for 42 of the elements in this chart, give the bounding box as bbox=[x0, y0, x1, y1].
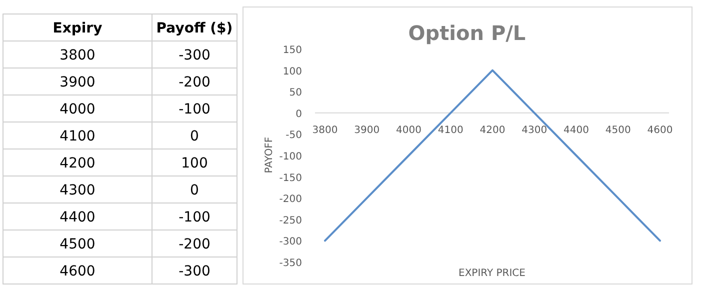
text: -300 bbox=[178, 264, 210, 280]
x-tick-label: 4000 bbox=[396, 124, 422, 136]
text: -100 bbox=[178, 210, 210, 226]
text: -200 bbox=[178, 74, 210, 90]
y-tick-label: -50 bbox=[286, 130, 302, 142]
x-tick-label: 3800 bbox=[312, 124, 338, 136]
x-tick-label: 4100 bbox=[438, 124, 464, 136]
y-axis-title: PAYOFF bbox=[264, 136, 275, 174]
y-tick-label: 0 bbox=[296, 108, 302, 120]
x-tick-label: 4300 bbox=[522, 124, 548, 136]
y-tick-label: 100 bbox=[282, 66, 302, 78]
x-tick-label: 4400 bbox=[564, 124, 589, 136]
text: 0 bbox=[190, 128, 199, 144]
text: -300 bbox=[178, 48, 210, 64]
category-label: 4500 bbox=[60, 236, 96, 252]
text: Expiry bbox=[52, 20, 102, 36]
category-label: 3800 bbox=[60, 48, 96, 64]
chart-title: Option P/L bbox=[408, 21, 526, 45]
text: Payoff ($) bbox=[156, 20, 233, 36]
category-label: 4000 bbox=[60, 102, 96, 118]
y-tick-label: -350 bbox=[279, 258, 302, 269]
x-axis-title: EXPIRY PRICE bbox=[458, 268, 526, 279]
x-tick-label: 3900 bbox=[354, 124, 380, 136]
y-tick-label: 50 bbox=[289, 88, 302, 99]
category-label: 4200 bbox=[60, 156, 96, 172]
text: -100 bbox=[178, 102, 210, 118]
category-label: 4400 bbox=[60, 210, 96, 226]
category-label: 4300 bbox=[60, 182, 96, 198]
text: -200 bbox=[178, 236, 210, 252]
y-tick-label: -200 bbox=[279, 194, 302, 206]
category-label: 4600 bbox=[60, 264, 96, 280]
text: 100 bbox=[181, 156, 208, 172]
x-tick-label: 4600 bbox=[647, 124, 673, 136]
y-tick-label: -150 bbox=[279, 172, 302, 184]
y-tick-label: -300 bbox=[279, 236, 302, 248]
x-tick-label: 4500 bbox=[605, 124, 631, 136]
x-tick-label: 4200 bbox=[480, 124, 506, 136]
y-tick-label: -100 bbox=[279, 152, 302, 162]
category-label: 3900 bbox=[60, 74, 96, 90]
text: 0 bbox=[190, 182, 199, 198]
y-tick-label: -250 bbox=[279, 215, 302, 226]
y-tick-label: 150 bbox=[282, 45, 302, 56]
